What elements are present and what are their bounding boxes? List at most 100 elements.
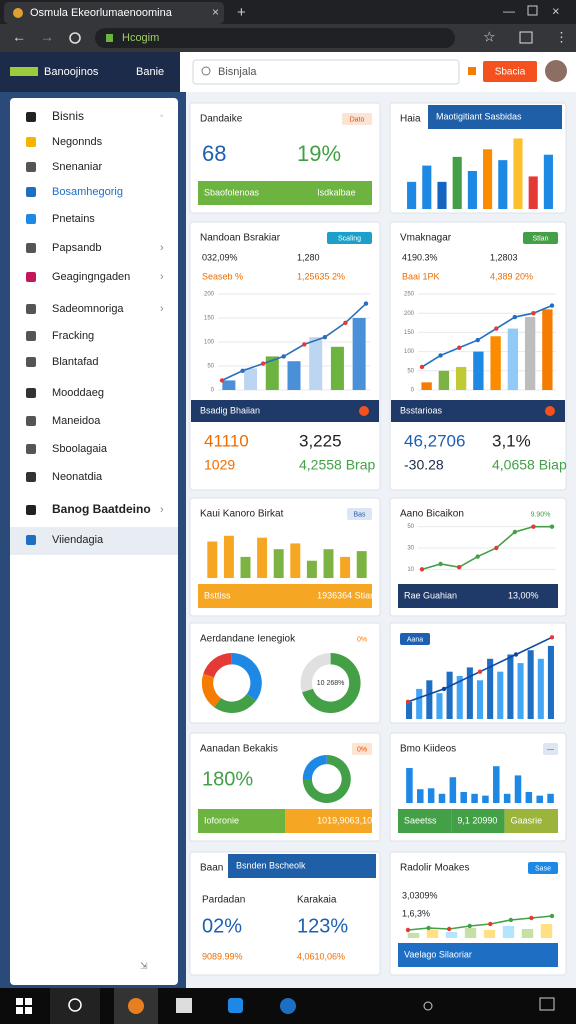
start-icon[interactable] <box>16 998 23 1005</box>
line-point <box>281 354 286 359</box>
card-title: Baan <box>200 863 223 874</box>
panel-icon[interactable] <box>545 406 555 416</box>
bar <box>547 645 554 719</box>
action-button[interactable] <box>483 61 537 82</box>
menu-item[interactable]: Geagingngaden <box>52 271 130 283</box>
menu-item[interactable]: Pnetains <box>52 213 95 225</box>
menu-item[interactable]: Sadeomnoriga <box>52 303 124 315</box>
bookmark[interactable]: ☆ <box>483 29 496 45</box>
brand: Banoojinos <box>44 66 99 78</box>
menu-item[interactable]: Bisnis <box>52 109 84 123</box>
menu-item[interactable]: Fracking <box>52 330 94 342</box>
stat: Karakaia <box>297 895 337 906</box>
donut-segment <box>214 693 257 714</box>
menu-item[interactable]: Sboolagaia <box>52 443 108 455</box>
bar <box>498 160 508 209</box>
bar <box>502 926 515 938</box>
sidebar-footer-icon[interactable]: ⇲ <box>140 960 148 970</box>
bar <box>222 380 236 390</box>
line-point <box>512 529 518 535</box>
bar <box>536 795 543 803</box>
search-placeholder: Bisnjala <box>218 66 257 78</box>
reload[interactable] <box>69 32 81 44</box>
menu-icon <box>26 137 36 147</box>
bar <box>466 667 473 719</box>
search-task[interactable] <box>50 988 100 1024</box>
badge-label: 9.90% <box>531 511 551 518</box>
tab[interactable] <box>4 2 224 24</box>
panel-icon[interactable] <box>359 406 369 416</box>
menu-item[interactable]: Banog Baatdeino <box>52 502 151 516</box>
bar <box>455 366 467 390</box>
sidebar-toggle[interactable]: ◦ <box>160 110 163 120</box>
tab-close[interactable]: × <box>212 5 219 19</box>
badge-label: Scaling <box>338 235 361 242</box>
menu-icon <box>26 272 36 282</box>
menu-item[interactable]: Papsandb <box>52 242 102 254</box>
menu-icon <box>26 505 36 515</box>
menu-item[interactable]: Blantafad <box>52 356 98 368</box>
menu-icon <box>26 214 36 224</box>
panel-stat: 3,225 <box>299 431 342 450</box>
bar <box>356 551 367 578</box>
bar <box>503 793 511 803</box>
menu-item[interactable]: Viiendagia <box>52 534 104 546</box>
sidebar-active <box>10 527 178 555</box>
line <box>421 525 552 571</box>
new-tab[interactable]: + <box>237 4 246 21</box>
avatar[interactable] <box>545 60 567 82</box>
back[interactable]: ← <box>12 29 26 45</box>
tray-icon[interactable] <box>423 1001 433 1011</box>
footer-segment <box>198 181 285 205</box>
app-task[interactable] <box>228 998 243 1013</box>
notify-icon[interactable] <box>468 67 476 75</box>
menu-item[interactable]: Bosamhegorig <box>52 186 123 198</box>
footer-label: 9,1 20990 <box>457 815 497 825</box>
card <box>189 622 381 724</box>
menu-icon <box>26 357 36 367</box>
line-point <box>513 652 519 657</box>
badge-label: Stlan <box>533 235 549 242</box>
menu-item[interactable]: Negonnds <box>52 136 103 148</box>
maximize[interactable] <box>527 5 538 16</box>
menu-icon <box>26 472 36 482</box>
line-point <box>494 326 499 331</box>
app-task[interactable] <box>280 998 296 1014</box>
badge <box>400 633 430 645</box>
extension[interactable] <box>519 31 533 44</box>
y-tick-label: 30 <box>407 546 414 552</box>
stat: 68 <box>202 141 226 166</box>
close[interactable]: × <box>552 3 560 18</box>
menu-item[interactable]: Mooddaeg <box>52 387 104 399</box>
stat: 032,09% <box>202 252 238 262</box>
badge <box>528 862 558 874</box>
lock-icon <box>106 34 113 42</box>
menu[interactable]: ⋮ <box>555 29 568 44</box>
menu-item[interactable]: Neonatdia <box>52 471 103 483</box>
bar <box>493 766 500 803</box>
notifications[interactable] <box>539 997 555 1011</box>
bar <box>417 789 424 803</box>
badge <box>347 508 372 520</box>
bar <box>422 165 432 209</box>
menu-item[interactable]: Snenaniar <box>52 161 102 173</box>
bar <box>540 924 553 938</box>
menu-item[interactable]: Maneidoa <box>52 415 101 427</box>
stat: 180% <box>202 768 253 790</box>
bar <box>437 181 447 209</box>
search-box[interactable] <box>192 59 460 85</box>
forward[interactable]: → <box>40 29 54 45</box>
menu-chevron: › <box>160 242 164 254</box>
footer-label: Isdkalbae <box>317 187 356 197</box>
minimize[interactable]: — <box>503 4 515 18</box>
files-task[interactable] <box>176 998 192 1013</box>
omnibox[interactable] <box>95 28 455 48</box>
bar <box>287 361 301 390</box>
bar <box>524 317 536 390</box>
line-point <box>343 320 348 325</box>
badge-label: — <box>547 746 554 753</box>
bar <box>426 930 439 938</box>
bar <box>340 556 351 578</box>
logo <box>10 67 38 76</box>
